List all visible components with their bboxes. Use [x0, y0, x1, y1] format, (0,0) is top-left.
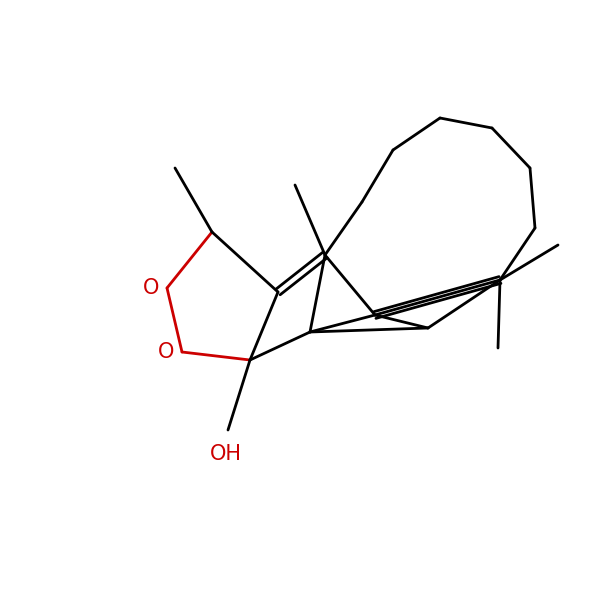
Text: OH: OH: [210, 444, 242, 464]
Text: O: O: [143, 278, 159, 298]
Text: O: O: [158, 342, 174, 362]
